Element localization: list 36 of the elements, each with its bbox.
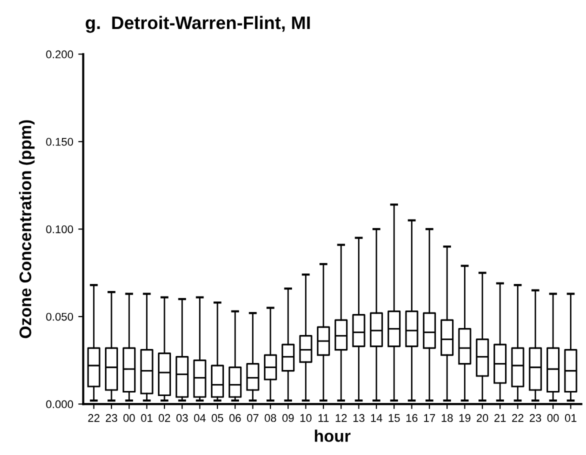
- x-tick-label: 04: [194, 414, 206, 422]
- x-tick-label: 23: [106, 414, 118, 422]
- x-tick-label: 05: [212, 414, 224, 422]
- x-tick-label: 22: [88, 414, 100, 422]
- y-axis-title: Ozone Concentration (ppm): [19, 120, 35, 338]
- x-tick-label: 08: [264, 414, 276, 422]
- x-tick-label: 12: [336, 414, 347, 422]
- y-tick-label: 0.000: [46, 400, 74, 408]
- x-tick-label: 14: [371, 414, 382, 422]
- y-tick-label: 0.200: [46, 50, 74, 58]
- x-tick-label: 20: [476, 414, 488, 422]
- y-tick-label: 0.050: [46, 312, 74, 321]
- x-tick-label: 01: [141, 414, 152, 422]
- x-tick-label: 01: [564, 414, 576, 422]
- x-tick-label: 19: [459, 414, 470, 422]
- x-tick-label: 22: [512, 414, 524, 422]
- x-tick-label: 17: [424, 414, 436, 422]
- x-tick-label: 11: [318, 414, 329, 422]
- x-tick-label: 07: [247, 414, 258, 422]
- y-tick-label: 0.150: [46, 138, 74, 146]
- x-tick-label: 00: [547, 414, 559, 422]
- x-tick-label: 10: [300, 414, 312, 422]
- x-tick-label: 06: [229, 414, 241, 422]
- x-tick-label: 18: [442, 414, 453, 422]
- x-tick-label: 09: [282, 414, 294, 422]
- x-tick-label: 13: [353, 414, 364, 422]
- x-tick-label: 15: [388, 414, 400, 422]
- chart-title: g. Detroit-Warren-Flint, MI: [86, 16, 310, 33]
- x-tick-label: 02: [158, 414, 170, 422]
- y-tick-label: 0.100: [46, 225, 74, 234]
- x-axis-title: hour: [314, 430, 351, 442]
- x-tick-label: 00: [123, 414, 135, 422]
- x-tick-label: 21: [494, 414, 506, 422]
- x-tick-label: 23: [530, 414, 542, 422]
- x-tick-label: 03: [176, 414, 188, 422]
- x-tick-label: 16: [406, 414, 418, 422]
